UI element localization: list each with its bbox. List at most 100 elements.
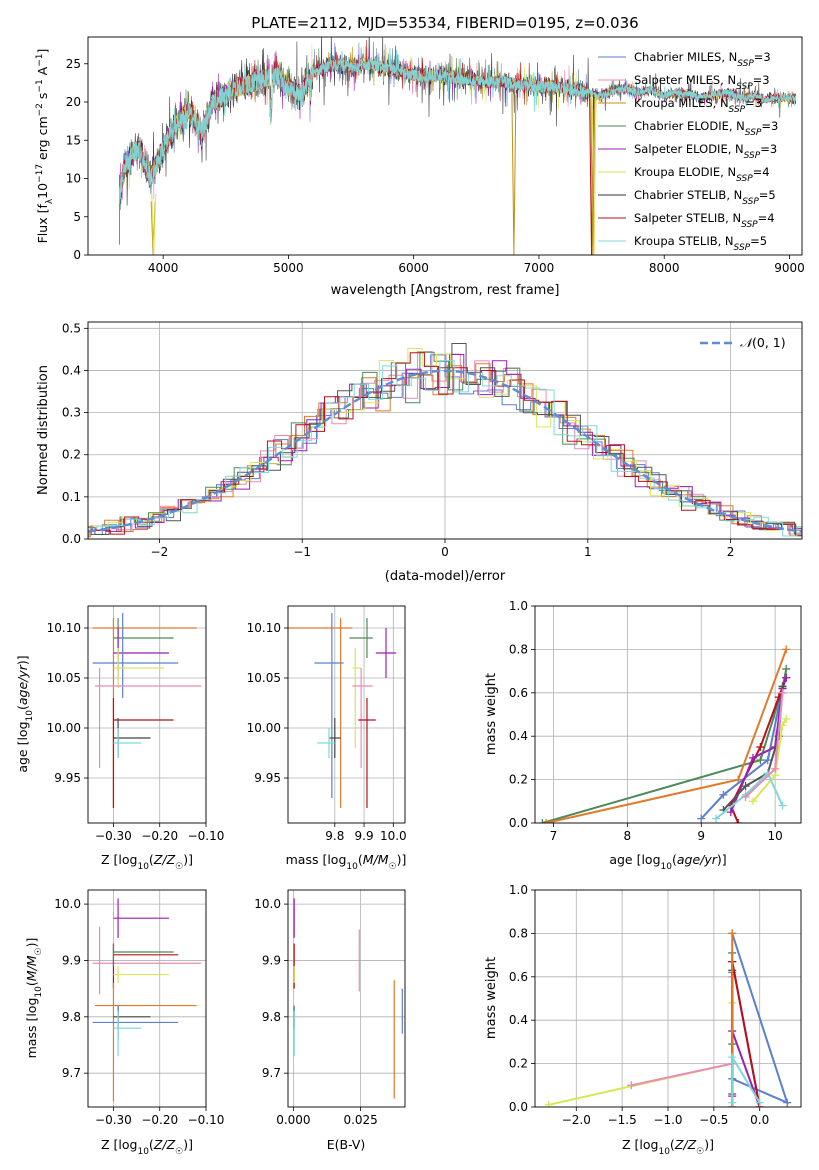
data-point [783,1098,792,1107]
y-tick-label: 25 [66,57,81,71]
data-point [697,814,706,823]
plot-area [92,613,202,808]
y-axis-label: Flux [fλ10−17 erg cm−2 s−1 A−1] [35,49,55,244]
y-tick-label: 9.95 [54,771,81,785]
plot-area [538,645,791,823]
x-tick-label: 0.025 [343,1113,377,1127]
panel-8: −2.0 −1.5 −1.0 −0.5 0.0 0.0 0.2 0.4 0.6 0.8 1.0 [509,883,802,1127]
data-point [728,929,737,938]
x-tick-label: −2.0 [562,1113,591,1127]
y-tick-label: 9.95 [254,771,281,785]
y-tick-label: 0.2 [509,773,528,787]
plot-area [288,613,397,808]
x-tick-label: 10 [767,829,782,843]
y-tick-label: 0.4 [509,1013,528,1027]
y-tick-label: 9.7 [262,1066,281,1080]
y-tick-label: 9.7 [62,1066,81,1080]
data-point [782,714,791,723]
x-tick-label: 0.000 [276,1113,310,1127]
y-tick-label: 10.10 [47,621,81,635]
x-tick-label: 9.9 [355,829,374,843]
weight-series-1 [542,668,788,823]
y-tick-label: 9.9 [62,953,81,967]
plot-area [92,898,202,1102]
x-tick-label: −2 [151,545,169,559]
x-tick-label: 7000 [524,261,555,275]
data-point [778,801,787,810]
y-tick-label: 9.9 [262,953,281,967]
x-tick-label: 2 [727,545,735,559]
data-point [538,819,547,823]
y-tick-label: 0.8 [509,642,528,656]
x-tick-label: 9000 [774,261,805,275]
panel-4: 9.8 9.9 10.0 9.95 10.00 10.05 10.10 [247,605,407,843]
plot-area [118,37,797,255]
plot-area [293,898,403,1099]
legend-label: Kroupa STELIB, NSSP=5 [634,234,767,253]
y-tick-label: 0 [73,248,81,262]
x-tick-label: 9 [697,829,705,843]
x-tick-label: 8000 [649,261,680,275]
y-tick-label: 0.0 [509,816,528,830]
normal-curve [88,369,802,533]
y-tick-label: 0.0 [509,1100,528,1114]
x-tick-label: 4000 [148,261,179,275]
x-tick-label: −1.0 [653,1113,682,1127]
data-point [756,743,765,752]
legend-label: Chabrier ELODIE, NSSP=3 [634,119,778,138]
axes-frame [287,889,406,1108]
x-tick-label: −0.5 [699,1113,728,1127]
y-axis-label: Normed distribution [36,365,51,495]
data-point [782,645,791,654]
legend-label: Chabrier STELIB, NSSP=5 [634,188,776,207]
legend-label: Salpeter ELODIE, NSSP=3 [634,142,777,161]
y-tick-label: 9.8 [262,1010,281,1024]
x-tick-label: 0.0 [750,1113,769,1127]
axes-frame [287,605,406,824]
weight-series-7 [752,718,788,802]
panel-7: 0.000 0.025 9.7 9.8 9.9 10.0 [254,889,406,1127]
y-axis-label: mass [log10(M/M☉)] [24,938,44,1059]
data-point [756,756,765,765]
data-point [763,756,772,765]
x-tick-label: −0.10 [188,829,225,843]
data-point [712,814,721,823]
x-axis-label: E(B-V) [327,1137,366,1152]
data-point [782,673,791,682]
panel-3: −0.30 −0.20 −0.10 9.95 10.00 10.05 10.10 [47,605,225,843]
x-tick-label: −0.20 [141,1113,178,1127]
legend-label: 𝒩(0, 1) [740,335,786,350]
x-axis-label: Z [log10(Z/Z☉)] [622,1137,714,1157]
panel-5: 7 8 9 10 0.0 0.2 0.4 0.6 0.8 1.0 [509,599,802,843]
y-tick-label: 10.0 [54,897,81,911]
legend-label: Salpeter STELIB, NSSP=4 [634,211,775,230]
y-tick-label: 0.3 [62,406,81,420]
data-point [542,819,551,823]
data-point [544,1100,553,1107]
x-tick-label: −1.5 [608,1113,637,1127]
y-tick-label: 9.8 [62,1010,81,1024]
x-tick-label: −0.20 [141,829,178,843]
data-point [778,688,787,697]
x-tick-label: 8 [624,829,632,843]
y-tick-label: 0.5 [62,321,81,335]
axes-frame [534,605,802,824]
panel-6: −0.30 −0.20 −0.10 9.7 9.8 9.9 10.0 [54,889,224,1127]
y-tick-label: 5 [73,210,81,224]
spectrum-drop [591,94,597,255]
x-tick-label: 6000 [398,261,429,275]
y-tick-label: 1.0 [509,883,528,897]
y-tick-label: 10.00 [47,721,81,735]
x-tick-label: 10.0 [380,829,407,843]
x-tick-label: 7 [550,829,558,843]
y-tick-label: 0.0 [62,532,81,546]
plot-area [544,929,792,1107]
x-axis-label: Z [log10(Z/Z☉)] [101,1137,193,1157]
y-tick-label: 0.2 [62,448,81,462]
data-point [728,1053,737,1062]
data-point [748,753,757,762]
axes-frame [87,889,207,1108]
legend-label: Chabrier MILES, NSSP=3 [634,50,771,69]
legend-label: Kroupa ELODIE, NSSP=4 [634,165,770,184]
